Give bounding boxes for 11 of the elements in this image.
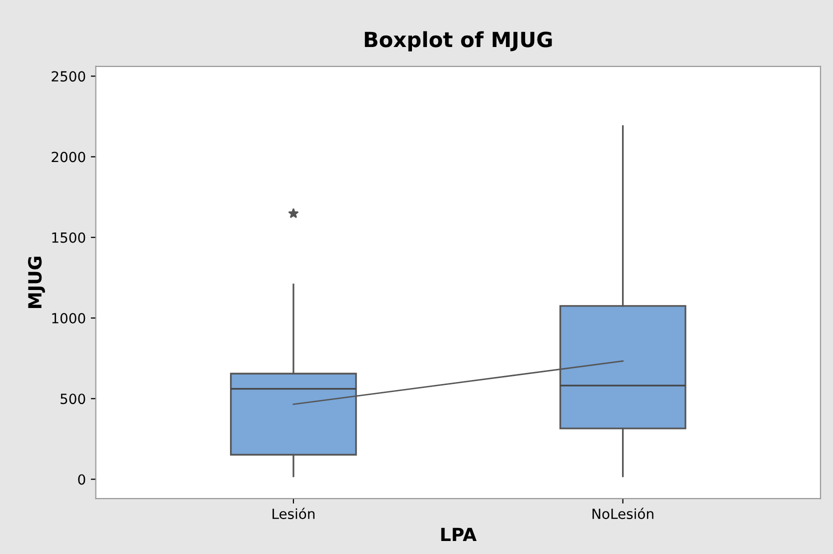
y-tick-label: 2000 [52,152,86,162]
y-tick-label: 1000 [52,312,86,324]
y-tick-label: 2500 [52,71,86,82]
chart-title: Boxplot of MJUG [364,31,552,52]
y-tick-label: 0 [78,474,86,485]
x-tick-label: Lesión [272,508,314,520]
y-axis-title: MJUG [28,256,46,308]
x-tick-label: NoLesión [592,508,654,520]
y-tick-label: 1500 [52,232,86,243]
x-axis-title: LPA [441,528,477,542]
y-tick-label: 500 [60,394,86,404]
